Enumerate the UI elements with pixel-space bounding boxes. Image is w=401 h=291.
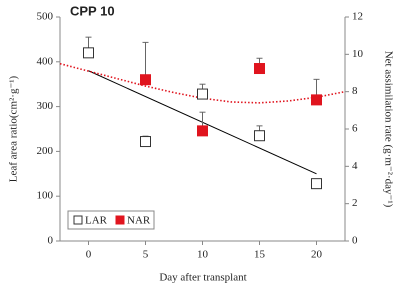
y-tick-label: 0 (48, 235, 54, 247)
marker (311, 178, 322, 190)
legend-marker (115, 215, 125, 225)
y-tick-label: 500 (37, 11, 54, 23)
marker (254, 63, 265, 75)
y-tick-label: 200 (37, 145, 54, 157)
x-tick-label: 5 (143, 249, 149, 261)
y-tick-label: 400 (37, 55, 54, 67)
y-tick-label: 100 (37, 190, 54, 202)
legend-marker (73, 215, 83, 225)
y2-tick-label: 0 (352, 235, 358, 247)
marker (140, 136, 151, 148)
trend-line (59, 62, 346, 104)
legend-box (67, 210, 155, 230)
y2-tick-label: 6 (352, 123, 358, 135)
y2-axis-label: Net assimilation rate (g·m⁻²·day⁻¹) (382, 51, 394, 208)
marker (197, 125, 208, 137)
marker (254, 130, 265, 142)
marker (197, 88, 208, 100)
y2-tick-label: 12 (352, 11, 363, 23)
y2-tick-label: 8 (352, 85, 358, 97)
legend-label: LAR (85, 215, 108, 227)
x-axis-label: Day after transplant (159, 272, 246, 284)
y2-tick-label: 2 (352, 197, 358, 209)
x-tick-label: 0 (86, 249, 92, 261)
x-tick-label: 10 (197, 249, 209, 261)
y2-tick-label: 4 (352, 160, 358, 172)
y2-tick-label: 10 (352, 48, 364, 60)
x-tick-label: 20 (311, 249, 323, 261)
y-tick-label: 300 (37, 100, 54, 112)
x-tick-label: 15 (254, 249, 266, 261)
y-axis-label: Leaf area ratio(cm²·g⁻¹) (8, 75, 20, 182)
marker (83, 47, 94, 59)
marker (140, 74, 151, 86)
marker (311, 94, 322, 106)
legend-label: NAR (127, 215, 151, 227)
chart-title: CPP 10 (70, 3, 115, 18)
